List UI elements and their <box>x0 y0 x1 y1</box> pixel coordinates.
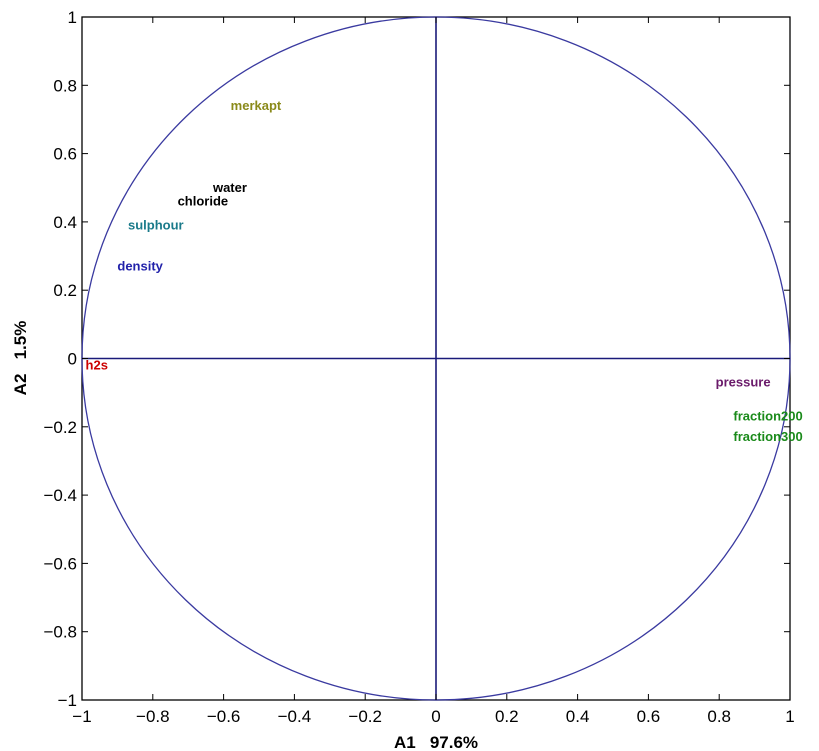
variable-label-fraction300: fraction300 <box>733 429 802 444</box>
variable-label-sulphour: sulphour <box>128 217 184 232</box>
y-tick-label: 1 <box>68 8 77 27</box>
y-tick-label: −0.2 <box>43 418 77 437</box>
variable-label-chloride: chloride <box>178 193 229 208</box>
y-tick-label: −0.8 <box>43 623 77 642</box>
variable-label-h2s: h2s <box>86 357 108 372</box>
x-tick-label: 0 <box>431 707 440 726</box>
x-tick-label: 1 <box>785 707 794 726</box>
x-tick-label: −0.8 <box>136 707 170 726</box>
x-axis-label: A1 97.6% <box>394 733 478 751</box>
variable-label-density: density <box>117 258 163 273</box>
x-tick-label: −0.6 <box>207 707 241 726</box>
y-tick-label: 0.6 <box>53 145 77 164</box>
y-tick-label: 0.8 <box>53 76 77 95</box>
x-tick-label: −1 <box>72 707 91 726</box>
y-tick-label: −0.4 <box>43 486 77 505</box>
x-tick-label: 0.4 <box>566 707 590 726</box>
y-tick-label: 0.4 <box>53 213 77 232</box>
variable-label-merkapt: merkapt <box>231 98 282 113</box>
x-tick-label: −0.4 <box>278 707 312 726</box>
y-tick-label: −0.6 <box>43 554 77 573</box>
y-tick-label: 0.2 <box>53 281 77 300</box>
variable-label-water: water <box>212 180 247 195</box>
y-axis-label: A2 1.5% <box>11 321 30 396</box>
y-tick-label: −1 <box>58 691 77 710</box>
x-tick-label: 0.6 <box>637 707 661 726</box>
x-tick-label: −0.2 <box>348 707 382 726</box>
y-tick-label: 0 <box>68 350 77 369</box>
x-tick-label: 0.2 <box>495 707 519 726</box>
variable-label-pressure: pressure <box>716 374 771 389</box>
x-tick-label: 0.8 <box>707 707 731 726</box>
variable-label-fraction200: fraction200 <box>733 409 802 424</box>
